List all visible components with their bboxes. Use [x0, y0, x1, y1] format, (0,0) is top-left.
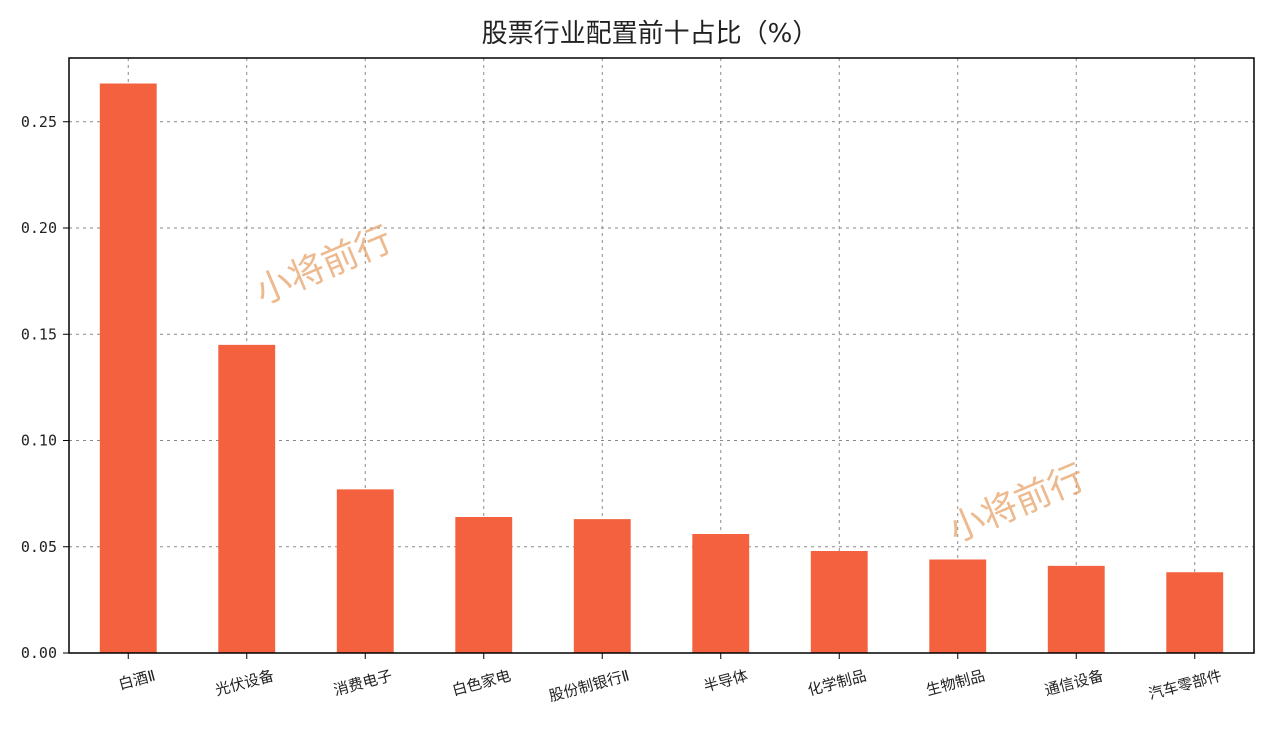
bar-4: [455, 517, 513, 653]
bar-7: [810, 551, 868, 653]
y-tick-label: 0.10: [21, 432, 57, 450]
watermark-2: 小将前行: [942, 457, 1091, 551]
y-tick-label: 0.00: [21, 644, 57, 662]
y-tick-label: 0.15: [21, 325, 57, 343]
x-tick-label: 生物制品: [924, 666, 987, 699]
x-tick-label: 通信设备: [1043, 666, 1106, 699]
bar-10: [1166, 572, 1224, 653]
x-tick-label: 光伏设备: [213, 666, 276, 699]
bar-5: [573, 519, 631, 653]
bar-1: [99, 83, 157, 653]
x-tick-label: 白酒Ⅱ: [117, 666, 158, 693]
bar-3: [336, 489, 394, 653]
plot-area-frame: [68, 57, 1255, 654]
watermark-1: 小将前行: [249, 219, 398, 313]
grid-lines: [69, 58, 1254, 653]
x-tick-label: 半导体: [702, 666, 750, 695]
y-tick-label: 0.20: [21, 219, 57, 237]
x-tick-label: 白色家电: [450, 666, 513, 699]
x-tick-label: 股份制银行Ⅱ: [547, 666, 631, 705]
y-tick-label: 0.05: [21, 538, 57, 556]
bar-2: [218, 344, 276, 653]
y-axis-ticks: 0.00 0.05 0.10 0.15 0.20 0.25: [21, 113, 69, 662]
bars: [99, 83, 1224, 653]
bar-8: [929, 559, 987, 653]
bar-6: [692, 534, 750, 653]
x-tick-label: 化学制品: [806, 666, 869, 699]
x-axis-ticks: 白酒Ⅱ 光伏设备 消费电子 白色家电 股份制银行Ⅱ 半导体 化学制品 生物制品 通信设备 汽车零部…: [117, 653, 1224, 705]
x-tick-label: 汽车零部件: [1147, 666, 1224, 703]
chart-title: 股票行业配置前十占比（%）: [482, 19, 819, 49]
bar-9: [1047, 565, 1105, 653]
y-tick-label: 0.25: [21, 113, 57, 131]
x-tick-label: 消费电子: [332, 666, 395, 699]
